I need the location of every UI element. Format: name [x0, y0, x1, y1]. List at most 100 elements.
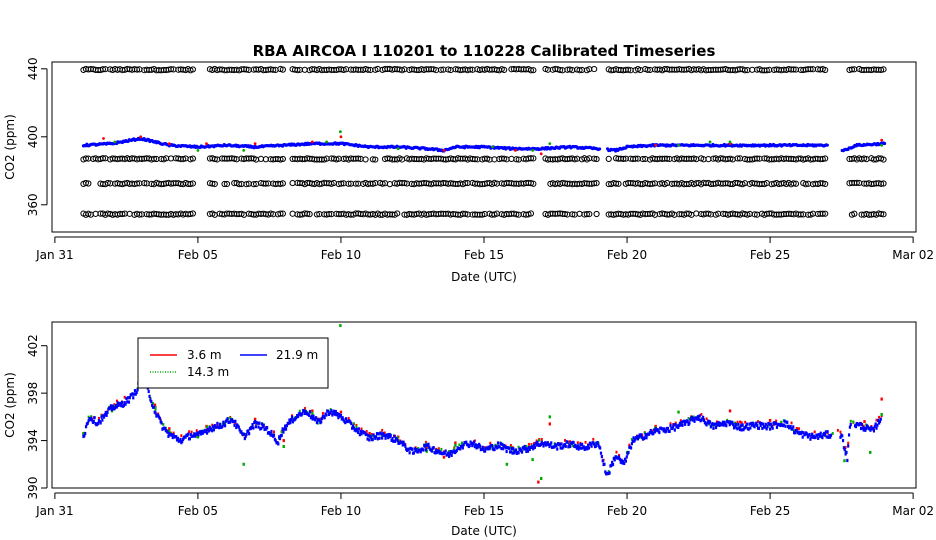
data-point	[631, 439, 634, 443]
calibration-point	[822, 155, 829, 162]
data-point	[630, 437, 633, 441]
data-point	[711, 422, 714, 426]
x-tick-label-mar-02: Mar 02	[892, 248, 934, 262]
x-tick-label-feb-20: Feb 20	[607, 504, 647, 518]
data-point	[823, 433, 827, 437]
data-point	[654, 143, 658, 147]
y-tick-label-402: 402	[26, 334, 40, 357]
data-point	[160, 421, 163, 425]
data-point	[357, 430, 360, 434]
data-point	[153, 405, 157, 409]
data-point	[775, 425, 779, 429]
data-point	[757, 426, 761, 430]
data-point	[736, 420, 739, 424]
data-point	[827, 435, 830, 439]
data-point	[528, 447, 531, 451]
data-point	[347, 416, 350, 420]
data-point	[448, 452, 452, 456]
data-point	[879, 417, 882, 421]
data-point	[678, 421, 682, 425]
calibration-point	[99, 66, 107, 73]
data-point	[403, 442, 406, 446]
calibration-point	[82, 155, 90, 162]
data-point	[739, 424, 743, 428]
data-point	[597, 147, 602, 151]
calibration-point	[880, 66, 887, 73]
calibration-point	[345, 180, 352, 187]
data-point	[370, 433, 373, 436]
data-point	[769, 422, 773, 426]
data-point	[86, 421, 89, 425]
data-point	[692, 415, 695, 419]
calibration-point	[751, 211, 758, 218]
data-point	[504, 446, 507, 450]
calibration-point	[530, 180, 537, 187]
data-point	[499, 441, 502, 446]
calibration-point	[189, 210, 197, 217]
data-point	[301, 412, 304, 416]
data-point	[582, 445, 585, 449]
data-point	[87, 419, 90, 423]
data-point	[206, 425, 209, 429]
calibration-point	[133, 66, 141, 73]
plot-frame	[51, 61, 917, 233]
x-tick-label-feb-25: Feb 25	[750, 504, 790, 518]
calibration-point	[591, 65, 598, 73]
data-point	[369, 435, 373, 439]
data-point	[531, 458, 534, 462]
data-point	[381, 436, 384, 440]
data-point	[747, 427, 750, 431]
calibration-point	[401, 179, 408, 187]
data-point	[877, 418, 880, 423]
data-point	[351, 424, 355, 428]
data-point	[334, 409, 337, 414]
calibration-point	[119, 210, 126, 218]
data-point	[693, 419, 696, 423]
data-point	[847, 433, 851, 437]
data-point	[284, 427, 288, 431]
calibration-point	[632, 155, 639, 162]
data-point	[417, 447, 420, 450]
data-point	[862, 424, 865, 428]
calibration-point	[527, 180, 535, 187]
x-tick-label-feb-25: Feb 25	[750, 248, 790, 262]
data-point	[846, 458, 849, 463]
data-point	[770, 424, 773, 429]
data-point	[147, 389, 150, 394]
calibration-point	[591, 180, 598, 187]
data-point	[244, 434, 247, 439]
data-point	[709, 425, 712, 429]
data-point	[780, 420, 783, 424]
data-point	[327, 412, 331, 417]
data-point	[233, 423, 236, 427]
data-point	[875, 418, 878, 422]
legend-box	[137, 337, 329, 389]
data-point	[280, 433, 283, 438]
calibration-point	[705, 210, 712, 217]
data-point	[792, 425, 795, 429]
data-point	[216, 421, 219, 426]
data-point	[488, 447, 491, 451]
data-point	[434, 451, 437, 455]
data-point	[540, 477, 543, 481]
data-point	[740, 428, 743, 432]
calibration-point	[189, 66, 197, 73]
data-point	[318, 418, 321, 422]
data-point	[320, 416, 324, 420]
data-point	[248, 432, 251, 436]
data-point	[329, 411, 332, 415]
data-point	[176, 436, 179, 440]
calibration-point	[437, 66, 445, 73]
data-point	[242, 149, 246, 152]
data-point	[819, 431, 822, 435]
data-point	[196, 431, 199, 435]
data-point	[481, 445, 484, 449]
data-point	[854, 424, 858, 429]
data-point	[465, 440, 468, 444]
data-point	[289, 421, 292, 425]
data-point	[211, 429, 214, 433]
data-point	[575, 446, 579, 450]
data-point	[863, 420, 866, 424]
data-point	[797, 427, 800, 431]
data-point	[296, 414, 300, 419]
